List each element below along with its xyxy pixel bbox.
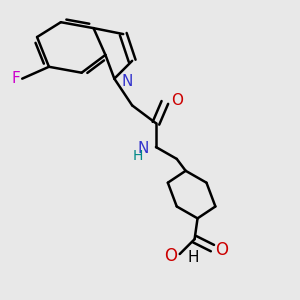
- Text: O: O: [171, 94, 183, 109]
- Text: H: H: [187, 250, 199, 265]
- Text: N: N: [137, 141, 148, 156]
- Text: F: F: [12, 71, 21, 86]
- Text: N: N: [122, 74, 133, 89]
- Text: O: O: [215, 241, 228, 259]
- Text: H: H: [132, 149, 142, 163]
- Text: O: O: [164, 247, 177, 265]
